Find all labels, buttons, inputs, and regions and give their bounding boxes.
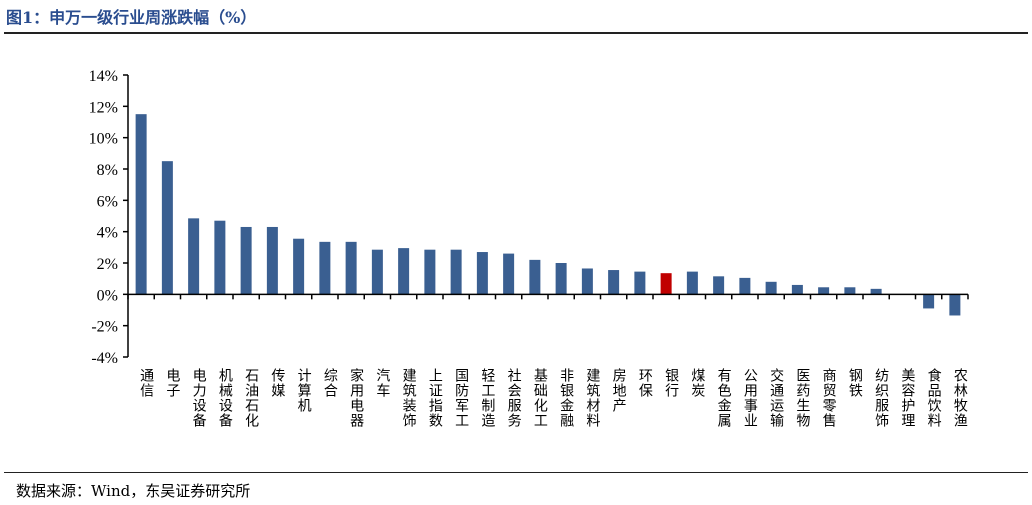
- bar: [503, 253, 515, 295]
- bottom-divider: [4, 472, 1028, 473]
- x-tick-label: 食品饮料: [926, 367, 942, 428]
- bar: [161, 161, 173, 295]
- x-tick-label: 轻工制造: [479, 368, 495, 428]
- x-tick-label: 非银金融: [558, 368, 574, 428]
- x-tick-label: 商贸零售: [821, 368, 837, 428]
- bar: [581, 268, 593, 295]
- x-tick-label: 社会服务: [506, 368, 522, 428]
- x-tick-label: 综合: [322, 368, 338, 398]
- x-tick-label: 电子: [164, 368, 180, 398]
- bar: [529, 259, 541, 295]
- x-tick-label: 美容护理: [899, 368, 915, 428]
- y-tick-label: 14%: [89, 68, 118, 85]
- x-tick-label: 农林牧渔: [952, 368, 968, 428]
- y-tick-label: 4%: [97, 225, 118, 242]
- bar: [844, 287, 856, 295]
- x-tick-label: 环保: [637, 368, 653, 398]
- x-tick-label: 纺织服饰: [873, 368, 889, 428]
- top-divider: [4, 32, 1028, 34]
- bar: [739, 277, 751, 295]
- bar: [319, 241, 331, 295]
- x-tick-label: 公用事业: [742, 368, 758, 428]
- bar: [634, 271, 646, 295]
- bar: [555, 263, 567, 295]
- x-tick-label: 通信: [138, 368, 154, 398]
- bar: [293, 238, 305, 295]
- bar: [188, 218, 200, 295]
- x-tick-label: 汽车: [374, 368, 390, 398]
- x-tick-label: 计算机: [296, 368, 312, 413]
- x-tick-label: 有色金属: [716, 368, 732, 428]
- y-tick-label: 8%: [97, 162, 118, 179]
- y-tick-label: 10%: [89, 131, 118, 148]
- x-tick-label: 传媒: [269, 368, 285, 398]
- source-note: 数据来源：Wind，东吴证券研究所: [16, 482, 251, 500]
- bar: [266, 226, 278, 295]
- bar: [214, 220, 226, 295]
- x-tick-label: 煤炭: [689, 368, 705, 398]
- bar: [135, 114, 147, 295]
- bar: [424, 249, 436, 295]
- y-tick-label: 2%: [97, 256, 118, 273]
- x-tick-label: 电力设备: [191, 368, 207, 428]
- x-tick-label: 基础化工: [532, 367, 548, 428]
- x-tick-label: 家用电器: [348, 367, 364, 428]
- y-tick-label: 6%: [97, 193, 118, 210]
- x-tick-label: 交通运输: [768, 367, 784, 428]
- bar: [345, 241, 357, 295]
- bar: [923, 294, 935, 309]
- x-tick-label: 建筑装饰: [401, 368, 417, 428]
- x-tick-label: 钢铁: [847, 368, 863, 398]
- bar: [660, 273, 672, 295]
- bar: [818, 287, 830, 295]
- bar: [240, 226, 252, 295]
- bar: [371, 249, 383, 295]
- x-tick-label: 石油石化: [243, 368, 259, 428]
- bar: [713, 276, 725, 295]
- bar: [686, 271, 698, 295]
- x-tick-label: 机械设备: [217, 368, 233, 428]
- x-tick-label: 房地产: [611, 368, 627, 413]
- bar: [398, 248, 410, 295]
- x-tick-label: 国防军工: [453, 368, 469, 428]
- bar: [791, 284, 803, 295]
- y-tick-label: -2%: [91, 319, 118, 336]
- bar: [870, 288, 882, 295]
- bar: [476, 252, 488, 295]
- bar: [450, 249, 462, 295]
- bar: [608, 270, 620, 295]
- chart-title: 图1：申万一级行业周涨跌幅（%）: [6, 8, 257, 27]
- bar: [949, 294, 961, 316]
- y-tick-label: 12%: [89, 99, 118, 116]
- x-tick-label: 银行: [663, 368, 679, 398]
- y-tick-label: -4%: [91, 350, 118, 367]
- x-tick-label: 医药生物: [794, 368, 810, 428]
- x-tick-label: 上证指数: [427, 368, 443, 428]
- bar-chart: -4% -2% 0% 2% 4% 6% 8% 10% 12% 14% 通信 电子 电力设备 机械设备 石油石…: [89, 68, 969, 428]
- bar: [765, 281, 777, 295]
- y-tick-label: 0%: [97, 287, 118, 304]
- x-tick-label: 建筑材料: [584, 368, 600, 428]
